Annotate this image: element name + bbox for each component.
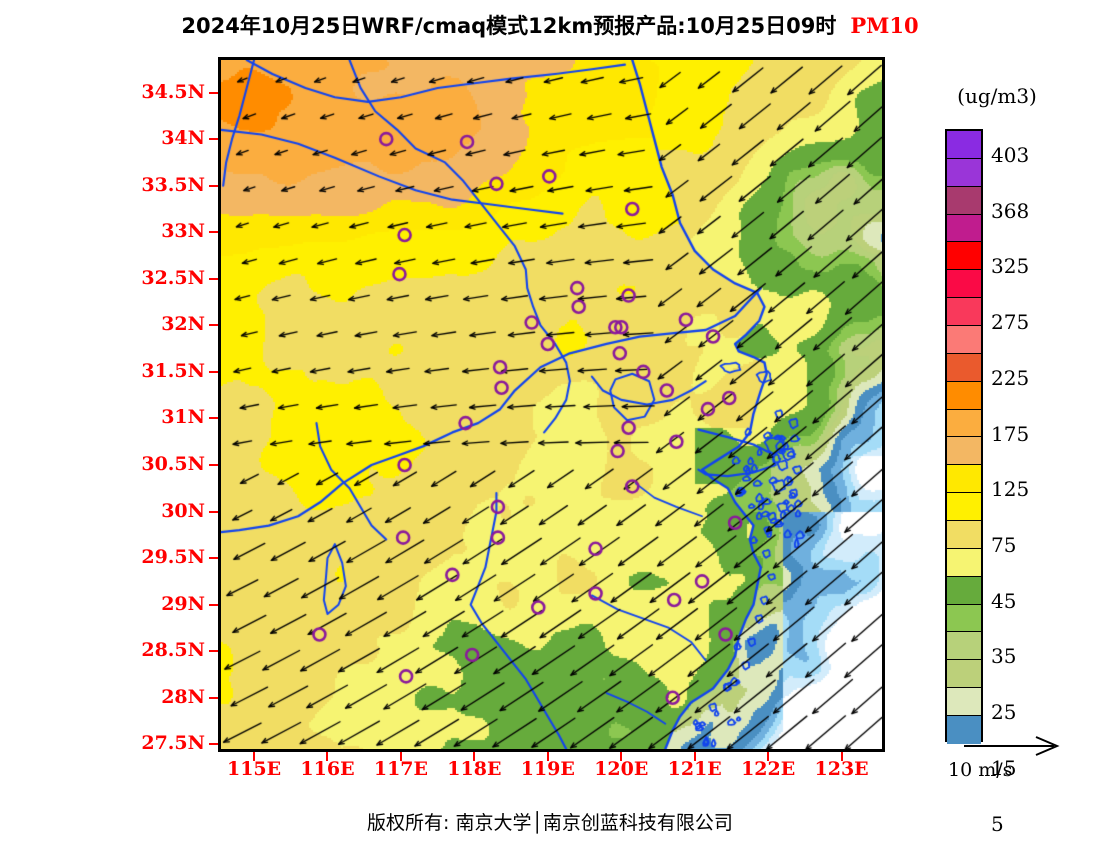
lat-tick-label: 34.5N [141,80,205,103]
lon-tick-label: 120E [594,758,649,780]
colorbar-band [947,493,981,522]
lat-tick-mark [209,510,218,513]
colorbar-tick-label: 275 [991,310,1030,335]
copyright-footer: 版权所有: 南京大学│南京创蓝科技有限公司 [367,812,733,834]
lon-tick-label: 115E [226,758,282,780]
colorbar-band [947,270,981,299]
colorbar-band [947,409,981,438]
lat-tick-mark [209,138,218,141]
lat-tick-label: 32.5N [141,266,205,289]
lon-tick-mark [399,752,402,761]
colorbar-tick-label: 403 [991,142,1030,167]
map-panel[interactable] [218,57,885,752]
wind-vector-legend: 10 m/s [948,736,1088,793]
page-title: 2024年10月25日WRF/cmaq模式12km预报产品:10月25日09时 P… [0,10,1100,40]
lon-tick-mark [546,752,549,761]
colorbar-band [947,158,981,187]
lon-tick-mark [620,752,623,761]
colorbar-band [947,632,981,661]
lon-tick-label: 121E [667,758,722,780]
lat-tick-label: 34N [161,127,205,150]
lat-tick-label: 27.5N [141,732,205,755]
lat-tick-mark [209,417,218,420]
colorbar-band [947,576,981,605]
colorbar-band [947,548,981,577]
lat-tick-mark [209,696,218,699]
colorbar-band [947,716,981,744]
lat-tick-mark [209,464,218,467]
colorbar-tick-label: 15 [991,755,1017,780]
lat-tick-mark [209,324,218,327]
colorbar-band [947,326,981,354]
lat-tick-mark [209,743,218,746]
colorbar-band [947,214,981,243]
lon-tick-label: 117E [373,758,429,780]
lon-tick-mark [693,752,696,761]
lat-tick-mark [209,557,218,560]
wind-legend-label: 10 m/s [948,759,1013,781]
colorbar-band [947,242,981,271]
lat-tick-label: 30N [161,499,205,522]
colorbar-tick-label: 368 [991,198,1030,223]
arrow-right-icon [964,736,1060,756]
colorbar-tick-label: 125 [991,477,1030,502]
colorbar-band [947,688,981,717]
lat-tick-label: 29.5N [141,546,205,569]
colorbar-tick-label: 35 [991,644,1017,669]
colorbar-band [947,437,981,466]
colorbar-band [947,604,981,633]
colorbar-tick-label: 225 [991,365,1030,390]
lat-tick-label: 30.5N [141,453,205,476]
lat-tick-label: 31.5N [141,359,205,382]
lon-tick-mark [473,752,476,761]
lat-tick-label: 28.5N [141,639,205,662]
colorbar-band [947,131,981,159]
lon-tick-label: 122E [741,758,796,780]
lon-tick-mark [840,752,843,761]
colorbar-tick-label: 325 [991,254,1030,279]
lat-tick-label: 33.5N [141,173,205,196]
lat-tick-mark [209,91,218,94]
lat-tick-label: 32N [161,313,205,336]
colorbar-band [947,298,981,327]
colorbar-band [947,186,981,215]
colorbar-tick-label: 175 [991,421,1030,446]
lon-tick-label: 116E [300,758,355,780]
lon-tick-label: 119E [520,758,575,780]
pm10-concentration-map[interactable] [221,60,882,749]
colorbar-band [947,465,981,494]
lat-tick-mark [209,231,218,234]
title-main-text: 2024年10月25日WRF/cmaq模式12km预报产品:10月25日09时 [181,14,837,38]
colorbar-tick-label: 45 [991,588,1017,613]
colorbar-band [947,353,981,382]
lat-tick-label: 31N [161,406,205,429]
lat-tick-mark [209,650,218,653]
lat-tick-label: 33N [161,220,205,243]
lat-tick-label: 28N [161,685,205,708]
lon-tick-mark [326,752,329,761]
colorbar-band [947,381,981,410]
lon-tick-mark [253,752,256,761]
lat-tick-mark [209,184,218,187]
lat-tick-label: 29N [161,592,205,615]
lon-tick-mark [767,752,770,761]
title-pollutant-text: PM10 [850,13,919,38]
lat-tick-mark [209,603,218,606]
colorbar [945,129,983,744]
lon-tick-label: 118E [447,758,502,780]
colorbar-tick-label: 5 [991,811,1004,836]
lat-tick-mark [209,370,218,373]
lat-tick-mark [209,277,218,280]
colorbar-band [947,521,981,549]
lon-tick-label: 123E [814,758,869,780]
colorbar-band [947,660,981,689]
colorbar-unit-label: (ug/m3) [957,84,1037,108]
colorbar-tick-label: 25 [991,700,1017,725]
colorbar-tick-label: 75 [991,532,1017,557]
